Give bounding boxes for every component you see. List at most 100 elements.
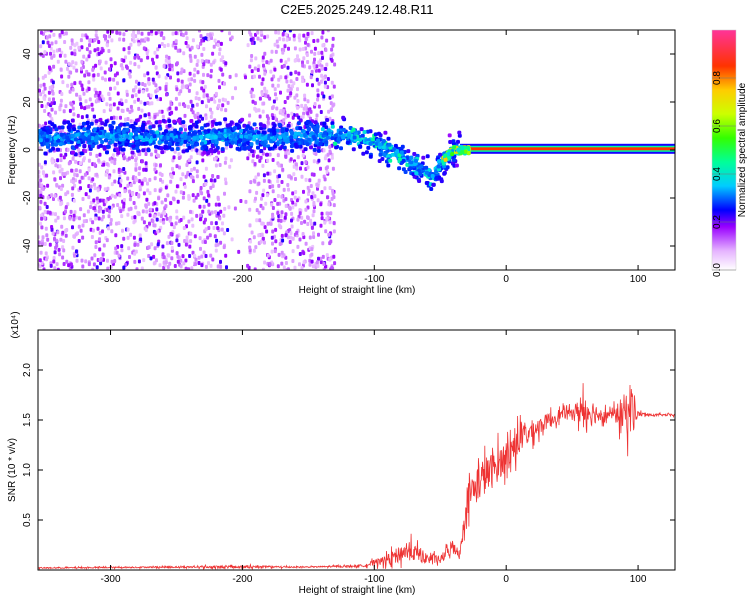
spectrogram-cell: [312, 136, 317, 141]
spectrogram-cell: [178, 102, 182, 107]
spectrogram-cell: [158, 126, 163, 131]
colorbar-tick-label: 0.0: [712, 263, 723, 277]
spectrogram-cell: [200, 52, 204, 57]
spectrogram-cell: [137, 64, 141, 69]
spectrogram-cell: [251, 153, 255, 158]
spectrogram-cell: [313, 46, 317, 51]
x-tick-label: 0: [503, 574, 509, 585]
spectrogram-cell: [122, 58, 126, 63]
spectrogram-cell: [115, 30, 119, 35]
x-tick-label: -100: [364, 274, 384, 285]
spectrogram-cell: [98, 247, 102, 252]
spectrogram-cell: [123, 189, 127, 194]
spectrogram-cell: [294, 190, 298, 194]
spectrogram-cell: [263, 225, 267, 230]
spectrogram-cell: [298, 47, 302, 52]
spectrogram-cell: [79, 151, 84, 156]
spectrogram-cell: [321, 56, 324, 60]
spectrogram-cell: [284, 154, 288, 159]
spectrogram-cell: [120, 63, 124, 68]
x-tick-label: 100: [630, 574, 647, 585]
spectrogram-cell: [195, 148, 199, 153]
spectrogram-cell: [43, 201, 47, 206]
spectrogram-cell: [327, 158, 331, 163]
spectrogram-cell: [118, 137, 123, 142]
spectrogram-cell: [84, 259, 88, 264]
spectrogram-cell: [330, 58, 334, 63]
spectrogram-cell: [58, 164, 62, 169]
spectrogram-cell: [168, 261, 172, 266]
spectrogram-cell: [290, 131, 294, 136]
spectrogram-cell: [114, 134, 119, 138]
spectrogram-cell: [270, 77, 274, 82]
spectrogram-cell: [39, 178, 43, 183]
spectrogram-cell: [59, 67, 63, 72]
spectrogram-cell: [312, 231, 315, 236]
spectrogram-cell: [110, 30, 114, 34]
spectrogram-cell: [400, 144, 405, 149]
spectrogram-cell: [167, 119, 172, 123]
spectrogram-cell: [283, 100, 287, 104]
spectrogram-cell: [70, 38, 74, 43]
spectrogram-cell: [192, 73, 196, 78]
spectrogram-cell: [260, 196, 263, 201]
spectrogram-cell: [298, 126, 303, 131]
spectrogram-cell: [83, 106, 87, 111]
spectrogram-cell: [90, 102, 94, 107]
spectrogram-cell: [47, 44, 51, 48]
spectrogram-cell: [301, 232, 305, 236]
spectrogram-cell: [96, 200, 100, 205]
spectrogram-cell: [466, 151, 471, 155]
spectrogram-cell: [280, 210, 284, 215]
spectrogram-cell: [91, 177, 95, 182]
spectrogram-cell: [224, 108, 228, 113]
spectrogram-cell: [185, 36, 189, 41]
spectrogram-cell: [456, 139, 460, 144]
spectrogram-cell: [129, 104, 133, 109]
spectrogram-cell: [153, 50, 157, 55]
spectrogram-cell: [45, 35, 49, 40]
spectrogram-cell: [305, 53, 309, 57]
spectrogram-cell: [271, 158, 275, 162]
spectrogram-cell: [296, 217, 300, 222]
spectrogram-cell: [289, 157, 293, 162]
spectrogram-cell: [97, 61, 101, 66]
spectrogram-cell: [85, 57, 89, 62]
spectrogram-cell: [109, 57, 113, 62]
spectrogram-cell: [134, 167, 138, 172]
spectrogram-cell: [87, 104, 91, 109]
spectrogram-cell: [258, 114, 262, 119]
spectrogram-cell: [381, 145, 386, 150]
spectrogram-cell: [170, 147, 175, 152]
spectrogram-cell: [221, 72, 225, 77]
spectrogram-cell: [275, 128, 280, 133]
spectrogram-cell: [146, 188, 150, 193]
spectrogram-cell: [144, 152, 148, 156]
spectrogram-cell: [65, 135, 70, 140]
spectrogram-cell: [223, 206, 227, 211]
spectrogram-cell: [304, 207, 308, 212]
spectrogram-cell: [314, 140, 319, 145]
spectrogram-cell: [59, 153, 63, 158]
x-tick-label: -300: [101, 274, 121, 285]
spectrogram-cell: [244, 75, 247, 80]
spectrogram-cell: [271, 189, 275, 194]
spectrogram-cell: [51, 160, 54, 165]
spectrogram-cell: [154, 163, 158, 168]
spectrogram-cell: [101, 209, 105, 214]
spectrogram-cell: [345, 140, 350, 145]
spectrogram-cell: [82, 213, 86, 218]
spectrogram-cell: [143, 83, 147, 88]
spectrogram-cell: [79, 186, 82, 191]
spectrogram-cell: [169, 179, 173, 184]
spectrogram-cell: [68, 108, 72, 113]
spectrogram-cell: [315, 77, 319, 82]
spectrogram-cell: [307, 107, 311, 112]
spectrogram-cell: [42, 82, 46, 87]
spectrogram-cell: [431, 182, 436, 187]
spectrogram-cell: [296, 105, 299, 110]
spectrogram-cell: [306, 42, 310, 47]
spectrogram-cell: [268, 185, 272, 189]
spectrogram-cell: [117, 253, 121, 258]
